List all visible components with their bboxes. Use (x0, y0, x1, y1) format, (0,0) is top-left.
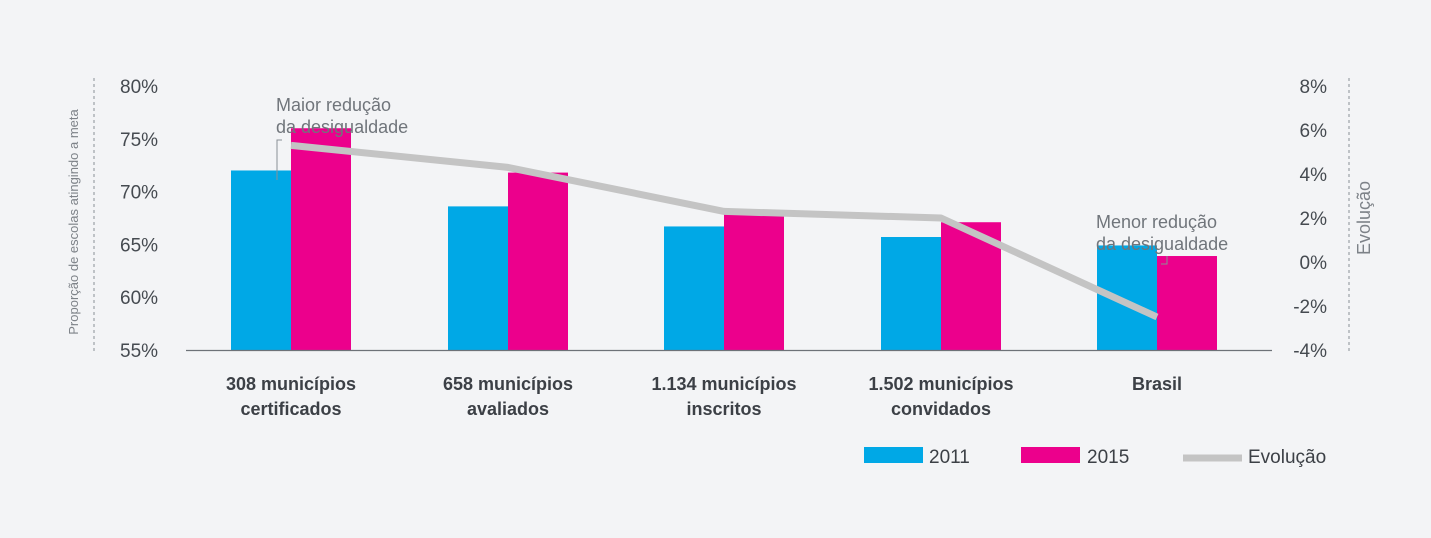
y-tick-label: 65% (120, 235, 158, 256)
x-tick-label: convidados (891, 399, 991, 419)
bar-2011-4 (1097, 245, 1157, 350)
y2-axis-label: Evolução (1354, 181, 1374, 255)
x-tick-label: avaliados (467, 399, 549, 419)
bar-2015-1 (508, 172, 568, 350)
bar-2011-1 (448, 206, 508, 350)
x-tick-label: inscritos (686, 399, 761, 419)
y2-tick-label: 4% (1300, 165, 1328, 186)
x-tick-label: Brasil (1132, 374, 1182, 394)
annotation-text: Maior redução (276, 95, 391, 115)
y2-tick-label: 2% (1300, 209, 1328, 230)
x-tick-label: 658 municípios (443, 374, 573, 394)
y-tick-label: 80% (120, 77, 158, 98)
legend-label-2011: 2011 (929, 447, 970, 468)
evolucao-line (290, 141, 1159, 321)
y-tick-label: 70% (120, 183, 158, 204)
bar-2015-2 (724, 212, 784, 350)
bar-2011-0 (231, 170, 291, 350)
annotation-text: da desigualdade (276, 117, 408, 137)
x-tick-label: 308 municípios (226, 374, 356, 394)
annotation-text: da desigualdade (1096, 234, 1228, 254)
legend-label-evolucao: Evolução (1248, 447, 1326, 468)
bar-2011-2 (664, 226, 724, 350)
y-axis-label: Proporção de escolas atingindo a meta (66, 108, 81, 334)
x-tick-label: 1.502 municípios (868, 374, 1013, 394)
y2-tick-label: -4% (1293, 341, 1327, 362)
y-tick-label: 60% (120, 288, 158, 309)
y2-tick-label: 6% (1300, 121, 1328, 142)
bar-2015-4 (1157, 256, 1217, 350)
annotation-bracket (1161, 256, 1168, 265)
legend-swatch-2015 (1021, 447, 1080, 463)
bar-2011-3 (881, 237, 941, 350)
annotation-text: Menor redução (1096, 212, 1217, 232)
y-tick-label: 55% (120, 341, 158, 362)
bar-2015-0 (291, 128, 351, 350)
x-tick-label: certificados (240, 399, 341, 419)
legend-swatch-2011 (864, 447, 923, 463)
y-tick-label: 75% (120, 130, 158, 151)
y2-tick-label: 8% (1300, 77, 1328, 98)
legend-label-2015: 2015 (1087, 447, 1129, 468)
y2-tick-label: -2% (1293, 297, 1327, 318)
x-tick-label: 1.134 municípios (651, 374, 796, 394)
annotation-bracket (276, 139, 282, 180)
y2-tick-label: 0% (1300, 253, 1328, 274)
